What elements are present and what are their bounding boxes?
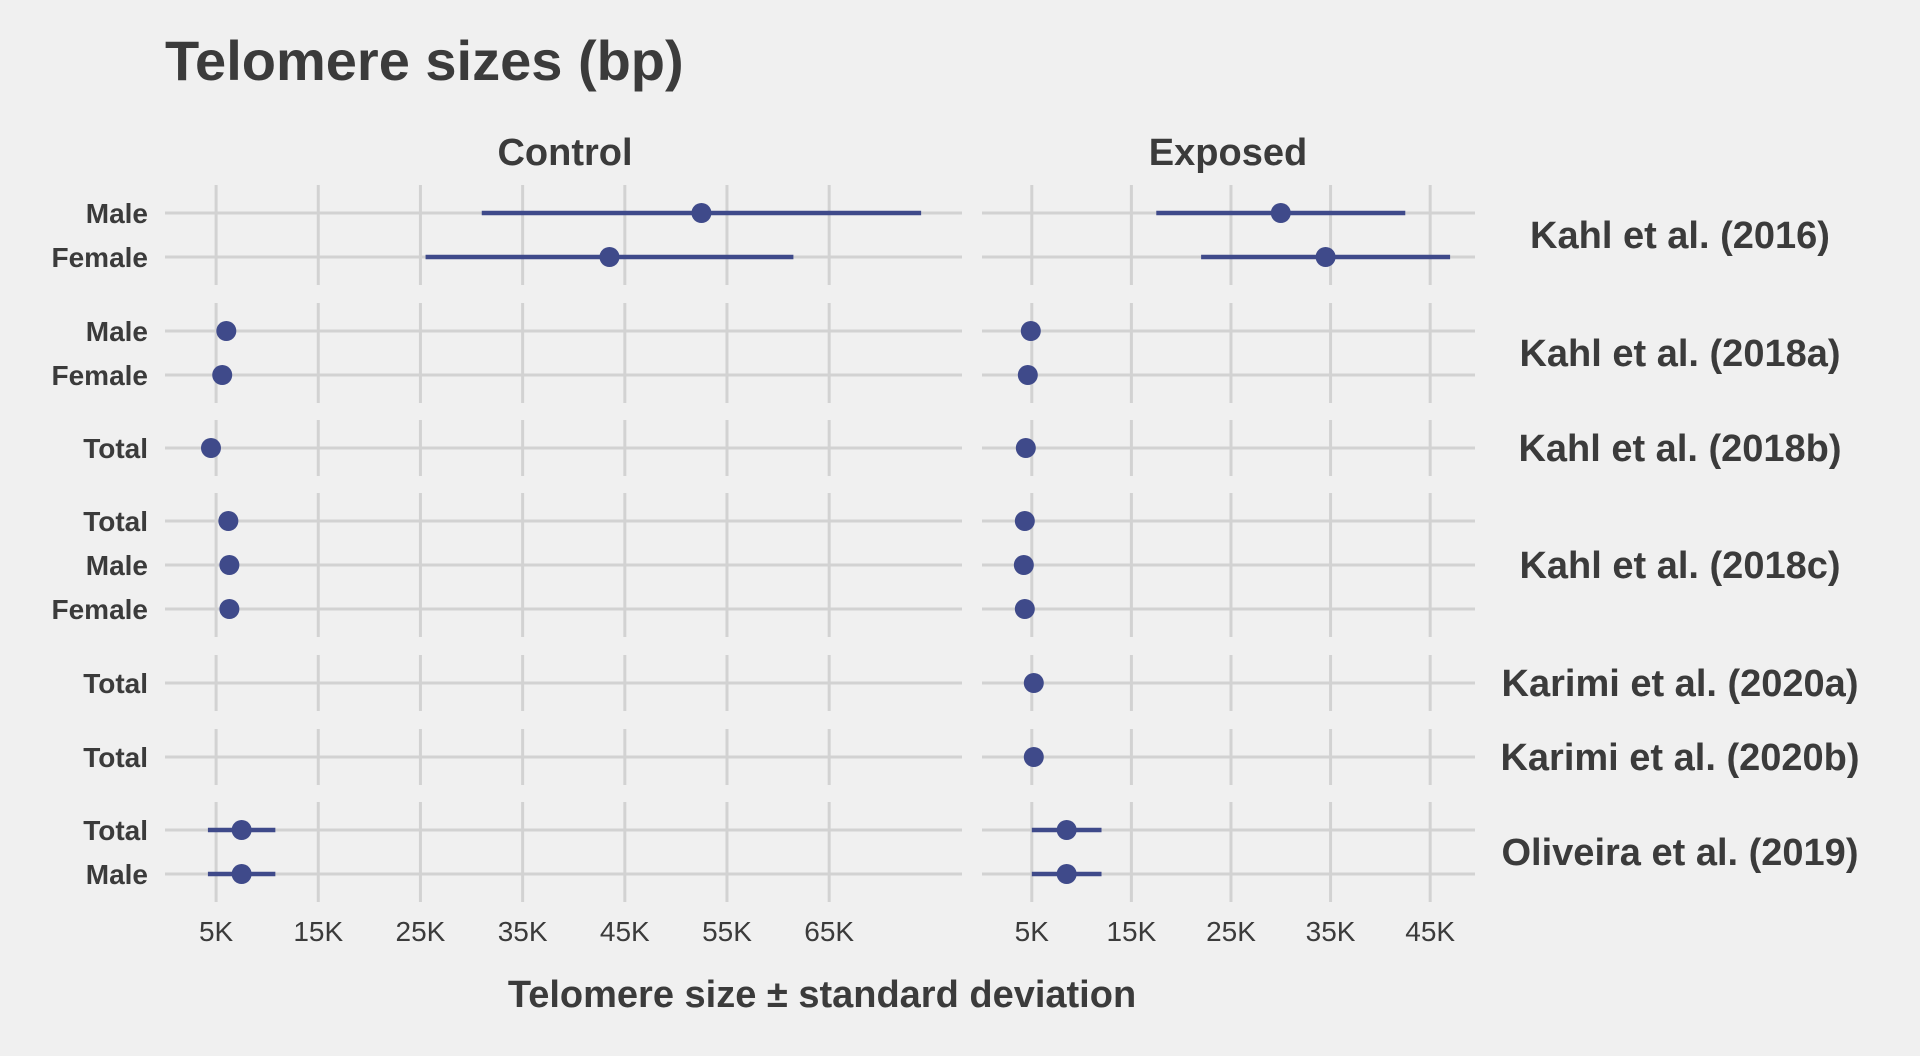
- data-point-control: [691, 203, 712, 223]
- row-label: Male: [86, 198, 148, 229]
- data-point-exposed: [1014, 511, 1035, 531]
- data-point-control: [216, 321, 237, 341]
- x-axis-label: Telomere size ± standard deviation: [508, 974, 1136, 1016]
- data-point-control: [200, 438, 221, 458]
- row-label: Total: [83, 433, 148, 464]
- data-point-exposed: [1023, 673, 1044, 693]
- data-point-exposed: [1017, 365, 1038, 385]
- row-label: Male: [86, 550, 148, 581]
- study-label: Kahl et al. (2018a): [1519, 333, 1840, 375]
- x-tick-label-exposed: 15K: [1106, 916, 1156, 947]
- x-tick-label-exposed: 35K: [1306, 916, 1356, 947]
- x-tick-label-control: 15K: [293, 916, 343, 947]
- chart-title: Telomere sizes (bp): [165, 29, 684, 92]
- x-tick-label-exposed: 5K: [1015, 916, 1050, 947]
- x-tick-label-control: 5K: [199, 916, 234, 947]
- data-point-exposed: [1056, 864, 1077, 884]
- x-tick-label-control: 45K: [600, 916, 650, 947]
- data-point-control: [599, 247, 620, 267]
- x-tick-label-control: 35K: [498, 916, 548, 947]
- row-label: Male: [86, 316, 148, 347]
- labels: Male Female Kahl et al. (2016) Male Female Ka…: [52, 198, 1860, 947]
- study-label: Kahl et al. (2016): [1530, 215, 1830, 257]
- data-point-control: [219, 599, 240, 619]
- data-point-control: [231, 864, 252, 884]
- study-label: Kahl et al. (2018c): [1519, 545, 1840, 587]
- row-label: Total: [83, 668, 148, 699]
- row-label: Female: [52, 594, 149, 625]
- row-label: Total: [83, 742, 148, 773]
- data-point-exposed: [1020, 321, 1041, 341]
- row-label: Total: [83, 815, 148, 846]
- study-label: Karimi et al. (2020a): [1502, 663, 1859, 705]
- data-point-control: [218, 511, 239, 531]
- data-point-exposed: [1015, 438, 1036, 458]
- x-tick-label-exposed: 45K: [1405, 916, 1455, 947]
- data-marks: [200, 203, 1451, 884]
- data-point-exposed: [1056, 820, 1077, 840]
- row-label: Female: [52, 242, 149, 273]
- x-tick-label-exposed: 25K: [1206, 916, 1256, 947]
- data-point-control: [219, 555, 240, 575]
- row-label: Female: [52, 360, 149, 391]
- study-label: Kahl et al. (2018b): [1518, 428, 1841, 470]
- row-label: Male: [86, 859, 148, 890]
- data-point-exposed: [1023, 747, 1044, 767]
- data-point-exposed: [1315, 247, 1336, 267]
- panel-title-exposed: Exposed: [1149, 132, 1307, 174]
- panel-title-control: Control: [497, 132, 632, 174]
- x-tick-label-control: 55K: [702, 916, 752, 947]
- data-point-control: [231, 820, 252, 840]
- data-point-control: [212, 365, 233, 385]
- study-label: Karimi et al. (2020b): [1500, 737, 1859, 779]
- data-point-exposed: [1270, 203, 1291, 223]
- x-tick-label-control: 25K: [396, 916, 446, 947]
- data-point-exposed: [1013, 555, 1034, 575]
- row-label: Total: [83, 506, 148, 537]
- study-label: Oliveira et al. (2019): [1502, 832, 1859, 874]
- x-tick-label-control: 65K: [804, 916, 854, 947]
- data-point-exposed: [1014, 599, 1035, 619]
